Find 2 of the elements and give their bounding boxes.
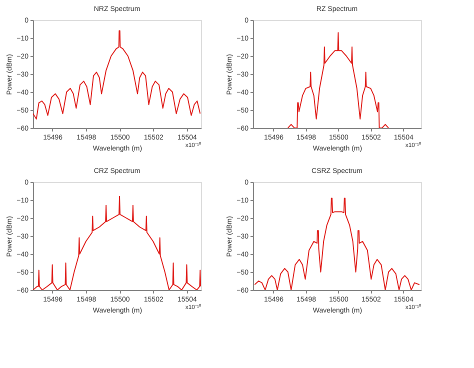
line-series bbox=[287, 32, 390, 128]
line-series bbox=[33, 30, 201, 120]
